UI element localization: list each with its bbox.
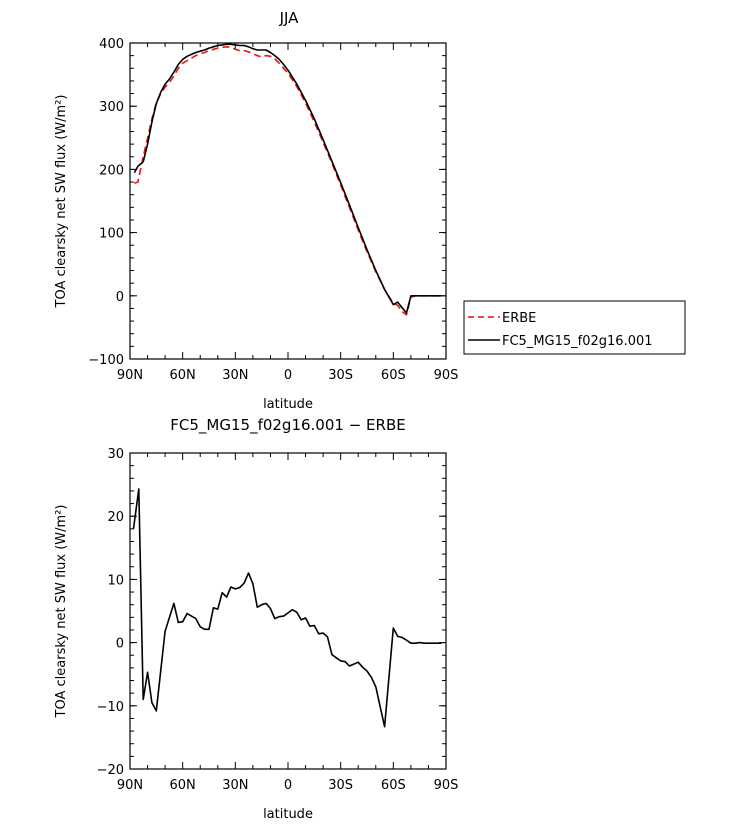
- x-tick-label: 90N: [117, 368, 143, 383]
- series-line-fc5-mg15-f02g16-001: [133, 43, 442, 314]
- x-tick-label: 90N: [117, 778, 143, 793]
- series-line-erbe: [134, 45, 442, 316]
- x-tick-label: 30S: [328, 368, 353, 383]
- y-tick-label: 300: [99, 100, 124, 115]
- y-tick-label: 400: [99, 37, 124, 52]
- y-tick-label: −100: [88, 353, 124, 368]
- difference-series-line: [132, 488, 442, 728]
- bottom-y-axis-title: TOA clearsky net SW flux (W/m²): [54, 505, 69, 719]
- top-plot-frame: [129, 42, 447, 360]
- y-tick-label: 20: [107, 510, 124, 525]
- top-ticks: [129, 42, 447, 360]
- x-tick-label: 90S: [434, 778, 459, 793]
- x-tick-label: 30N: [222, 778, 248, 793]
- legend-erbe-label: ERBE: [502, 311, 536, 326]
- y-tick-label: 0: [116, 290, 124, 305]
- bottom-plot-area: [129, 452, 447, 770]
- legend-model-label: FC5_MG15_f02g16.001: [502, 334, 653, 349]
- x-tick-label: 0: [284, 778, 292, 793]
- top-x-tick-labels: 90N 60N 30N 0 30S 60S 90S: [117, 368, 459, 383]
- top-plot-area: [129, 42, 447, 360]
- x-tick-label: 60N: [170, 778, 196, 793]
- bottom-panel-title: FC5_MG15_f02g16.001 − ERBE: [170, 416, 405, 435]
- x-tick-label: 60S: [381, 368, 406, 383]
- legend-box: [463, 300, 686, 355]
- top-panel: JJA 90N 60N 30N 0 30S 60S 90S 400 300 200 100 0 −10…: [54, 9, 458, 412]
- y-tick-label: 30: [107, 447, 124, 462]
- bottom-series: [132, 488, 442, 728]
- bottom-ticks: [129, 452, 447, 770]
- y-tick-label: −10: [97, 700, 124, 715]
- bottom-y-tick-labels: 30 20 10 0 −10 −20: [97, 447, 124, 778]
- y-tick-label: 10: [107, 573, 124, 588]
- y-tick-label: 100: [99, 227, 124, 242]
- y-tick-label: −20: [97, 763, 124, 778]
- top-y-axis-title: TOA clearsky net SW flux (W/m²): [54, 95, 69, 309]
- top-panel-title: JJA: [279, 9, 300, 27]
- legend: ERBE FC5_MG15_f02g16.001: [463, 300, 686, 355]
- top-y-tick-labels: 400 300 200 100 0 −100: [88, 37, 124, 368]
- x-tick-label: 0: [284, 368, 292, 383]
- top-x-axis-title: latitude: [263, 397, 313, 412]
- x-tick-label: 30N: [222, 368, 248, 383]
- bottom-x-axis-title: latitude: [263, 807, 313, 822]
- bottom-panel: FC5_MG15_f02g16.001 − ERBE 90N 60N 30N 0 30S…: [54, 416, 458, 822]
- y-tick-label: 0: [116, 637, 124, 652]
- top-series: [133, 43, 442, 316]
- x-tick-label: 30S: [328, 778, 353, 793]
- bottom-x-tick-labels: 90N 60N 30N 0 30S 60S 90S: [117, 778, 459, 793]
- bottom-plot-frame: [129, 452, 447, 770]
- x-tick-label: 60N: [170, 368, 196, 383]
- x-tick-label: 60S: [381, 778, 406, 793]
- x-tick-label: 90S: [434, 368, 459, 383]
- y-tick-label: 200: [99, 163, 124, 178]
